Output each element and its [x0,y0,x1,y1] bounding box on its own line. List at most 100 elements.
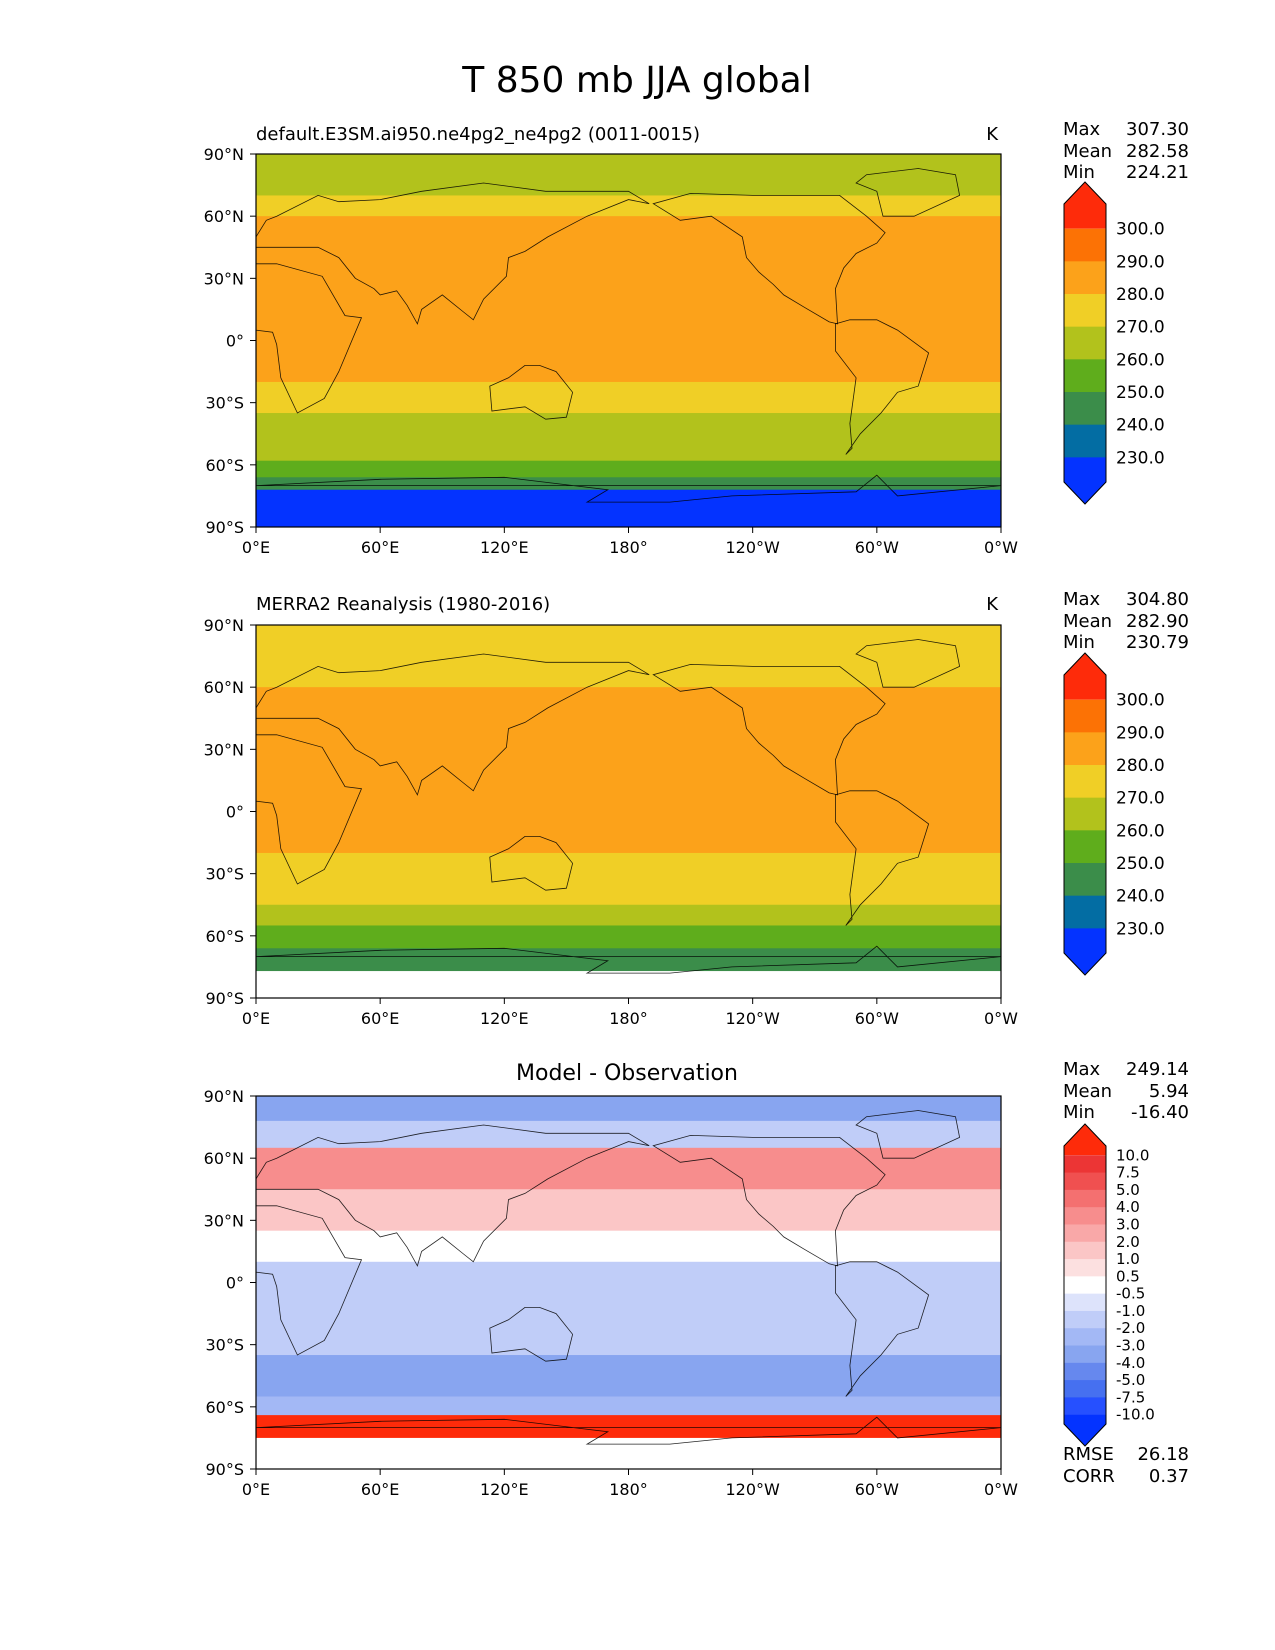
colorbar: 300.0 290.0 280.0 270.0 260.0 250.0 240.0 230.0 [1063,181,1165,505]
map-plot [255,1096,1002,1470]
corr-label: CORR [1063,1466,1115,1487]
stat-min-label: Min [1063,162,1095,183]
coastline [255,1124,650,1267]
stat-max-label: Max [1063,119,1101,140]
x-tick-label: 120°W [725,538,780,557]
data-band [256,381,1001,414]
x-tick-label: 60°W [855,538,899,557]
colorbar-tick-label: 4.0 [1116,1198,1140,1216]
colorbar-tick-label: -1.0 [1116,1302,1145,1320]
colorbar-swatch [1064,294,1106,328]
colorbar-swatch [1064,182,1106,229]
colorbar-outline [1063,1123,1107,1447]
data-band [256,656,1001,688]
data-band [256,852,1001,885]
coastline [855,639,961,688]
data-band [256,884,1001,906]
coastline [255,263,363,414]
data-band [256,433,1001,462]
coastline [255,1205,363,1356]
stat-mean-value: 282.58 [1126,141,1189,162]
coastline [489,1307,574,1362]
y-tick-label: 90°N [204,145,244,164]
colorbar-swatch [1064,699,1106,733]
colorbar-swatch [1064,1241,1106,1260]
coastline [835,790,930,926]
y-tick-label: 0° [226,803,244,822]
colorbar-swatch [1064,1310,1106,1329]
colorbar-tick-label: 300.0 [1116,691,1165,711]
y-tick-label: 30°N [204,269,244,288]
coastline [835,319,930,455]
y-tick-label: 0° [226,332,244,351]
coastline [855,168,961,217]
y-tick-label: 30°S [205,1336,244,1355]
rmse-value: 26.18 [1137,1444,1189,1465]
stat-max-value: 307.30 [1126,119,1189,140]
colorbar-tick-label: 290.0 [1116,252,1165,272]
y-tick-label: 0° [226,1274,244,1293]
data-band [256,330,1001,383]
colorbar-tick-label: 3.0 [1116,1215,1140,1233]
coastline [652,1134,886,1267]
y-tick-label: 30°S [205,865,244,884]
colorbar-tick-label: 10.0 [1116,1146,1149,1164]
colorbar-swatch [1064,895,1106,929]
colorbar-tick-label: -0.5 [1116,1285,1145,1303]
y-tick-label: 30°S [205,394,244,413]
colorbar-tick-label: 270.0 [1116,789,1165,809]
data-band [256,460,1001,478]
panel-title: MERRA2 Reanalysis (1980-2016) [256,594,550,615]
y-tick-label: 90°N [204,1087,244,1106]
x-tick-label: 120°E [480,538,529,557]
data-band [256,1323,1001,1356]
map-axes: 0°E 60°E 120°E 180° 120°W 60°W 0°W 90°N 60°N 30°N… [204,145,1019,557]
y-tick-label: 30°N [204,1211,244,1230]
colorbar-tick-label: 230.0 [1116,448,1165,468]
colorbar-tick-label: 2.0 [1116,1233,1140,1251]
colorbar-outline [1063,181,1107,505]
x-tick-label: 0°W [984,1009,1018,1028]
stat-min-value: 224.21 [1126,162,1189,183]
data-band [256,1396,1001,1416]
data-band [256,1261,1001,1325]
stat-max-value: 249.14 [1126,1059,1189,1080]
colorbar-swatch [1064,424,1106,458]
colorbar-tick-label: 0.5 [1116,1267,1140,1285]
data-band [256,413,1001,435]
x-tick-label: 120°W [725,1480,780,1499]
x-tick-label: 120°E [480,1480,529,1499]
stats-box: Max 307.30 Mean 282.58 Min 224.21 [1063,119,1189,183]
data-band [256,971,1001,999]
colorbar: 10.07.55.04.03.02.01.00.5-0.5-1.0-2.0-3.… [1063,1123,1155,1447]
coastline [489,365,574,420]
stat-max-label: Max [1063,589,1101,610]
coastline [255,474,1002,503]
data-band [256,925,1001,949]
y-tick-label: 90°S [205,989,244,1008]
y-tick-label: 30°N [204,740,244,759]
colorbar-swatch [1064,1362,1106,1381]
y-tick-label: 60°S [205,456,244,475]
x-tick-label: 0°W [984,1480,1018,1499]
colorbar-tick-label: 240.0 [1116,416,1165,436]
data-band [256,247,1001,331]
colorbar-swatch [1064,1224,1106,1243]
colorbar-swatch [1064,457,1106,504]
colorbar-swatch [1064,359,1106,393]
y-tick-label: 60°S [205,1398,244,1417]
colorbar-tick-label: -3.0 [1116,1337,1145,1355]
y-tick-label: 60°S [205,927,244,946]
stats-box: Max 304.80 Mean 282.90 Min 230.79 [1063,589,1189,653]
colorbar-swatch [1064,1207,1106,1225]
panel-title: Model - Observation [516,1061,738,1086]
map-plot [255,154,1002,528]
data-band [256,948,1001,972]
x-tick-label: 180° [609,1009,648,1028]
coastline [255,182,650,325]
colorbar-tick-label: 260.0 [1116,821,1165,841]
colorbar-tick-label: 1.0 [1116,1250,1140,1268]
stat-min-label: Min [1063,1102,1095,1123]
coastline [652,192,886,325]
x-tick-label: 120°W [725,1009,780,1028]
